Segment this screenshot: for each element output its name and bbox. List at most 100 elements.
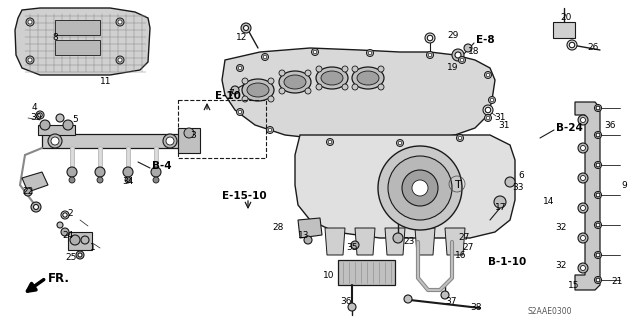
Polygon shape [22,172,48,192]
Text: 4: 4 [32,103,38,113]
Circle shape [595,221,602,228]
Text: 11: 11 [100,78,111,86]
Circle shape [352,66,358,72]
Text: 28: 28 [272,224,284,233]
Ellipse shape [279,71,311,93]
Circle shape [116,18,124,26]
Text: 16: 16 [455,250,467,259]
Text: 19: 19 [447,63,458,72]
Circle shape [378,146,462,230]
Polygon shape [55,40,100,55]
Circle shape [305,70,311,76]
Circle shape [494,196,506,208]
Circle shape [70,235,80,245]
Polygon shape [298,218,322,238]
Text: 20: 20 [560,13,572,23]
Text: 37: 37 [445,298,456,307]
Text: 9: 9 [621,181,627,189]
Circle shape [441,291,449,299]
Circle shape [48,134,62,148]
Circle shape [51,137,59,145]
Bar [178,128,200,153]
Text: 25: 25 [65,254,76,263]
Circle shape [428,53,432,57]
Text: 12: 12 [236,33,248,42]
Circle shape [56,114,64,122]
Text: 5: 5 [72,115,77,124]
Circle shape [305,88,311,94]
Circle shape [26,18,34,26]
Circle shape [238,66,242,70]
Text: 22: 22 [22,188,33,197]
Ellipse shape [357,71,379,85]
Circle shape [166,137,174,145]
Circle shape [163,134,177,148]
Circle shape [351,241,359,249]
Circle shape [304,236,312,244]
Text: 27: 27 [462,243,474,253]
Text: 31: 31 [498,121,509,130]
Circle shape [398,141,402,145]
Text: 36: 36 [604,121,616,130]
Text: 6: 6 [518,170,524,180]
Circle shape [352,84,358,90]
Text: 26: 26 [587,43,598,53]
Circle shape [404,295,412,303]
Text: 2: 2 [67,209,72,218]
Circle shape [123,167,133,177]
Circle shape [484,115,492,122]
Circle shape [578,263,588,273]
Circle shape [567,40,577,50]
Circle shape [78,253,82,257]
Circle shape [596,253,600,257]
Circle shape [326,138,333,145]
Text: 15: 15 [568,280,579,290]
Text: 35: 35 [346,243,358,253]
Circle shape [237,108,243,115]
Circle shape [242,96,248,102]
Text: T: T [454,180,461,190]
Circle shape [61,228,69,236]
Polygon shape [338,260,395,285]
Circle shape [67,167,77,177]
Circle shape [28,20,32,24]
Polygon shape [15,8,150,75]
Ellipse shape [321,71,343,85]
Text: FR.: FR. [48,271,70,285]
Circle shape [595,161,602,168]
Text: 3: 3 [190,131,196,140]
Circle shape [505,177,515,187]
Circle shape [412,180,428,196]
Circle shape [118,20,122,24]
Circle shape [268,78,274,84]
Text: E-15-10: E-15-10 [222,191,267,201]
Text: S2AAE0300: S2AAE0300 [528,308,573,316]
Circle shape [393,233,403,243]
Text: 1: 1 [90,243,96,253]
Circle shape [238,110,242,114]
Circle shape [425,33,435,43]
Circle shape [116,56,124,64]
Circle shape [578,173,588,183]
Text: 7: 7 [228,90,234,99]
Circle shape [342,84,348,90]
Circle shape [242,78,248,84]
Circle shape [118,58,122,62]
Text: E-8: E-8 [476,35,495,45]
Polygon shape [55,20,100,35]
Circle shape [483,105,493,115]
Text: 10: 10 [323,271,335,279]
Circle shape [316,84,322,90]
Text: 24: 24 [62,231,73,240]
Ellipse shape [352,67,384,89]
Ellipse shape [242,79,274,101]
Polygon shape [325,228,345,255]
Circle shape [95,167,105,177]
Circle shape [316,66,322,72]
Circle shape [595,251,602,258]
Circle shape [458,136,462,140]
Circle shape [40,120,50,130]
Circle shape [596,193,600,197]
Text: 36: 36 [340,298,351,307]
Circle shape [263,55,267,59]
